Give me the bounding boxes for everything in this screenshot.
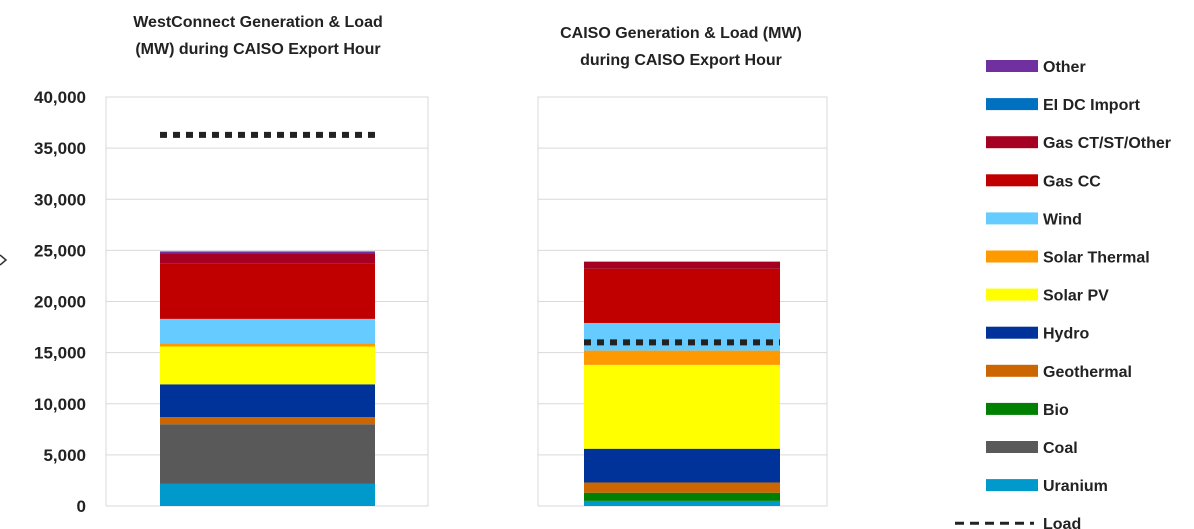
legend-swatch <box>986 441 1038 453</box>
legend-entry-solar-pv: Solar PV <box>986 288 1109 305</box>
legend-swatch <box>986 136 1038 149</box>
legend-label: EI DC Import <box>1043 97 1141 114</box>
bar-segment-geothermal <box>584 482 780 493</box>
caiso-panel: CAISO Generation & Load (MW) during CAIS… <box>537 25 828 507</box>
y-tick-label: 25,000 <box>34 241 86 260</box>
bar-segment-gas-ct-st-other <box>584 261 780 269</box>
bar-segment-gas-cc <box>584 268 780 323</box>
legend-label: Solar Thermal <box>1043 250 1150 267</box>
y-tick-label: 15,000 <box>34 344 86 363</box>
bar-segment-other <box>160 251 375 254</box>
legend-swatch <box>986 402 1038 415</box>
legend-entry-load: Load <box>955 516 1081 529</box>
bar-segment-solar-pv <box>160 346 375 385</box>
legend-entry-geothermal: Geothermal <box>986 364 1132 381</box>
y-tick-label: 5,000 <box>43 446 86 465</box>
legend-label: Gas CC <box>1043 173 1101 190</box>
bar-segment-gas-ct-st-other <box>160 253 375 264</box>
y-tick-label: 10,000 <box>34 395 86 414</box>
bar-segment-solar-thermal <box>160 343 375 347</box>
legend-label: Bio <box>1043 402 1069 419</box>
legend-entry-coal: Coal <box>986 440 1078 457</box>
legend-swatch <box>986 326 1038 339</box>
bar-segment-wind <box>160 318 375 344</box>
westconnect-panel: WestConnect Generation & Load (MW) durin… <box>105 14 429 507</box>
bar-segment-solar-pv <box>584 364 780 449</box>
caiso-title-line-1: CAISO Generation & Load (MW) <box>560 25 802 42</box>
legend-label: Hydro <box>1043 326 1089 343</box>
legend-label: Load <box>1043 516 1081 529</box>
legend-entry-other: Other <box>986 59 1086 76</box>
legend-swatch <box>986 364 1038 377</box>
y-tick-label: 0 <box>77 497 86 516</box>
bar-segment-uranium <box>160 483 375 506</box>
legend-swatch <box>986 212 1038 225</box>
bar-segment-hydro <box>584 448 780 483</box>
legend-label: Other <box>1043 59 1086 76</box>
bar-segment-bio <box>584 492 780 501</box>
y-tick-label: 40,000 <box>34 88 86 107</box>
bar-segment-hydro <box>160 384 375 418</box>
legend-entry-gas-cc: Gas CC <box>986 173 1101 190</box>
westconnect-title-line-1: WestConnect Generation & Load <box>133 14 383 31</box>
legend-entry-wind: Wind <box>986 211 1082 228</box>
legend-swatch <box>986 174 1038 187</box>
legend-entry-uranium: Uranium <box>986 478 1108 495</box>
legend-label: Wind <box>1043 211 1082 228</box>
legend-swatch <box>986 250 1038 263</box>
left-edge-marker <box>0 254 8 266</box>
y-tick-label: 20,000 <box>34 293 86 312</box>
legend-entry-bio: Bio <box>986 402 1069 419</box>
legend-entry-gas-ct-st-other: Gas CT/ST/Other <box>986 135 1171 152</box>
bar-segment-wind <box>584 322 780 351</box>
y-tick-label: 30,000 <box>34 190 86 209</box>
legend-label: Solar PV <box>1043 288 1109 305</box>
caiso-title-line-2: during CAISO Export Hour <box>580 52 782 69</box>
bar-segment-coal <box>160 424 375 484</box>
bar-segment-solar-thermal <box>584 350 780 365</box>
legend-swatch <box>986 60 1038 72</box>
legend-swatch <box>986 479 1038 492</box>
legend-entry-hydro: Hydro <box>986 326 1089 343</box>
westconnect-title-line-2: (MW) during CAISO Export Hour <box>135 41 380 58</box>
legend-label: Coal <box>1043 440 1078 457</box>
y-tick-label: 35,000 <box>34 139 86 158</box>
legend-entry-ei-dc-import: EI DC Import <box>986 97 1141 114</box>
legend: Other EI DC Import Gas CT/ST/Other Gas CC Wi… <box>955 59 1171 529</box>
legend-label: Gas CT/ST/Other <box>1043 135 1171 152</box>
bar-segment-gas-cc <box>160 263 375 319</box>
y-axis: 0 5,000 10,000 15,000 20,000 25,000 30,000 35,0… <box>0 88 86 516</box>
legend-label: Geothermal <box>1043 364 1132 381</box>
bar-segment-geothermal <box>160 417 375 425</box>
legend-swatch <box>986 288 1038 301</box>
bar-segment-uranium <box>584 500 780 506</box>
legend-swatch <box>986 98 1038 111</box>
legend-label: Uranium <box>1043 478 1108 495</box>
legend-entry-solar-thermal: Solar Thermal <box>986 250 1150 267</box>
